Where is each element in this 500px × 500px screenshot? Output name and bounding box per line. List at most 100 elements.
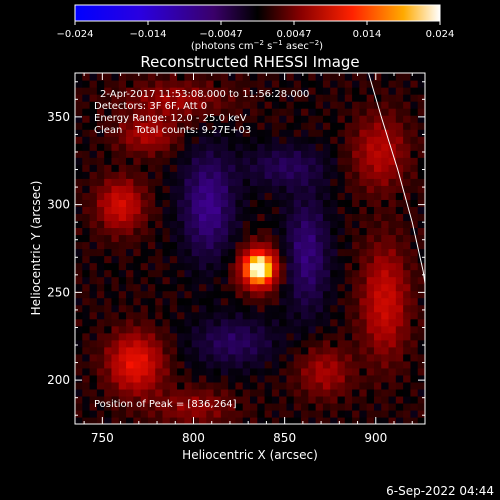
heatmap-cell bbox=[344, 311, 353, 320]
heatmap-cell bbox=[403, 164, 412, 172]
heatmap-cell bbox=[126, 192, 134, 200]
heatmap-cell bbox=[395, 157, 404, 165]
heatmap-cell bbox=[373, 136, 382, 144]
heatmap-cell bbox=[373, 122, 382, 130]
heatmap-cell bbox=[359, 416, 368, 424]
heatmap-cell bbox=[198, 332, 207, 341]
plot-frame bbox=[74, 72, 426, 425]
heatmap-cell bbox=[403, 129, 412, 137]
heatmap-cell bbox=[395, 290, 404, 299]
heatmap-cell bbox=[220, 262, 229, 271]
heatmap-cell bbox=[337, 143, 346, 151]
heatmap-cell bbox=[359, 129, 368, 137]
heatmap-cell bbox=[133, 416, 142, 424]
heatmap-cell bbox=[89, 381, 98, 390]
heatmap-cell bbox=[344, 241, 353, 250]
heatmap-cell bbox=[155, 164, 164, 172]
heatmap-cell bbox=[169, 178, 178, 186]
heatmap-cell bbox=[96, 220, 105, 229]
heatmap-cell bbox=[89, 304, 98, 313]
heatmap-cell bbox=[395, 276, 404, 285]
heatmap-cell bbox=[337, 269, 346, 278]
heatmap-cell bbox=[388, 388, 397, 397]
heatmap-cell bbox=[169, 262, 178, 271]
heatmap-cell bbox=[410, 276, 419, 285]
heatmap-cell bbox=[198, 339, 207, 348]
heatmap-cell bbox=[308, 234, 317, 243]
heatmap-cell bbox=[177, 339, 185, 348]
heatmap-cell bbox=[337, 94, 346, 102]
heatmap-cell bbox=[279, 129, 288, 137]
heatmap-cell bbox=[308, 115, 317, 123]
heatmap-cell bbox=[206, 129, 215, 137]
footer-timestamp: 6-Sep-2022 04:44 bbox=[386, 484, 494, 498]
heatmap-cell bbox=[133, 360, 142, 369]
heatmap-cell bbox=[140, 367, 149, 376]
heatmap-cell bbox=[177, 269, 185, 278]
heatmap-cell bbox=[271, 206, 280, 214]
heatmap-cell bbox=[220, 234, 229, 243]
heatmap-cell bbox=[315, 101, 324, 109]
heatmap-cell bbox=[395, 339, 404, 348]
heatmap-cell bbox=[96, 213, 105, 222]
heatmap-cell bbox=[293, 199, 302, 207]
heatmap-cell bbox=[111, 150, 120, 158]
heatmap-cell bbox=[118, 374, 127, 383]
heatmap-cell bbox=[147, 241, 156, 250]
heatmap-cell bbox=[228, 255, 237, 264]
heatmap-cell bbox=[155, 213, 164, 222]
heatmap-cell bbox=[417, 346, 425, 355]
heatmap-cell bbox=[198, 402, 207, 411]
heatmap-cell bbox=[381, 248, 390, 257]
heatmap-cell bbox=[410, 206, 419, 214]
heatmap-cell bbox=[301, 178, 309, 186]
heatmap-cell bbox=[403, 80, 412, 88]
heatmap-cell bbox=[75, 108, 83, 116]
heatmap-cell bbox=[286, 213, 295, 222]
heatmap-cell bbox=[359, 318, 368, 327]
heatmap-cell bbox=[213, 395, 222, 404]
heatmap-cell bbox=[403, 178, 412, 186]
heatmap-cell bbox=[344, 269, 353, 278]
heatmap-cell bbox=[417, 255, 425, 264]
heatmap-cell bbox=[279, 241, 288, 250]
heatmap-cell bbox=[104, 157, 113, 165]
heatmap-cell bbox=[330, 108, 339, 116]
heatmap-cell bbox=[82, 409, 91, 418]
heatmap-cell bbox=[191, 311, 200, 320]
heatmap-cell bbox=[111, 122, 120, 130]
heatmap-cell bbox=[126, 206, 134, 214]
heatmap-cell bbox=[133, 381, 142, 390]
heatmap-cell bbox=[410, 241, 419, 250]
heatmap-cell bbox=[322, 108, 331, 116]
heatmap-cell bbox=[133, 171, 142, 179]
heatmap-cell bbox=[337, 192, 346, 200]
heatmap-cell bbox=[388, 206, 397, 214]
heatmap-cell bbox=[381, 353, 390, 362]
heatmap-cell bbox=[250, 262, 258, 271]
heatmap-cell bbox=[250, 416, 258, 424]
heatmap-cell bbox=[191, 346, 200, 355]
heatmap-cell bbox=[235, 304, 244, 313]
heatmap-cell bbox=[301, 297, 309, 306]
heatmap-cell bbox=[155, 269, 164, 278]
heatmap-cell bbox=[169, 115, 178, 123]
heatmap-cell bbox=[271, 290, 280, 299]
heatmap-cell bbox=[381, 241, 390, 250]
heatmap-cell bbox=[308, 129, 317, 137]
heatmap-cell bbox=[315, 80, 324, 88]
heatmap-cell bbox=[250, 80, 258, 88]
heatmap-cell bbox=[89, 416, 98, 424]
heatmap-cell bbox=[177, 150, 185, 158]
heatmap-cell bbox=[89, 283, 98, 292]
heatmap-cell bbox=[381, 339, 390, 348]
heatmap-cell bbox=[147, 290, 156, 299]
heatmap-cell bbox=[381, 108, 390, 116]
heatmap-cell bbox=[308, 367, 317, 376]
heatmap-cell bbox=[126, 304, 134, 313]
heatmap-cell bbox=[96, 388, 105, 397]
heatmap-cell bbox=[271, 276, 280, 285]
heatmap-cell bbox=[242, 416, 251, 424]
heatmap-cell bbox=[96, 297, 105, 306]
heatmap-cell bbox=[250, 255, 258, 264]
